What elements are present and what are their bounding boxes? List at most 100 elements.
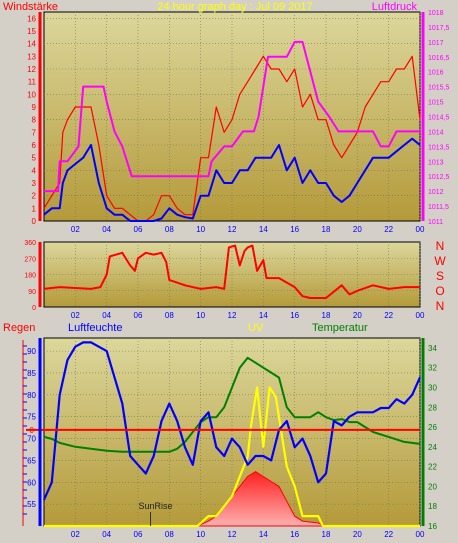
humidity-tick-label: 85 <box>27 369 36 378</box>
chart-title: 24 hour graph day : Jul 09 2017 <box>157 1 312 13</box>
temperature-tick-label: 34 <box>428 344 437 353</box>
temperature-tick-label: 26 <box>428 423 437 432</box>
wind-series-group <box>43 40 421 222</box>
direction-tick-label: 270 <box>24 256 36 263</box>
wind-tick-label: 8 <box>32 116 37 125</box>
climate-grid <box>44 338 421 526</box>
wind-tick-label: 0 <box>32 217 37 226</box>
temperature-tick-label: 16 <box>428 522 437 531</box>
x-tick-label: 18 <box>322 311 331 320</box>
x-tick-label: 10 <box>196 225 205 234</box>
temperature-tick-label: 22 <box>428 463 437 472</box>
climate-panel: 55 60 65 70 75 80 85 90 16 18 20 22 24 26 28 30 32 34 0 Re… <box>3 322 437 531</box>
x-tick-label: 02 <box>71 530 80 539</box>
x-tick-label: 22 <box>384 225 393 234</box>
wind-tick-label: 11 <box>28 78 37 87</box>
pressure-tick-label: 1012,5 <box>428 174 450 181</box>
temperature-tick-label: 20 <box>428 482 437 491</box>
wind-tick-label: 3 <box>32 179 37 188</box>
x-tick-label: 22 <box>384 530 393 539</box>
uv-label: UV <box>248 322 264 334</box>
wind-grid <box>44 12 421 221</box>
x-tick-label: 10 <box>196 311 205 320</box>
wind-tick-label: 7 <box>32 128 37 137</box>
pressure-tick-label: 1011,5 <box>428 204 449 211</box>
x-tick-label: 00 <box>416 311 425 320</box>
pressure-tick-label: 1012 <box>428 189 444 196</box>
humidity-line <box>42 341 422 501</box>
pressure-axis-label: Luftdruck <box>372 1 418 13</box>
wind-tick-label: 6 <box>32 141 37 150</box>
pressure-tick-label: 1014 <box>428 129 444 136</box>
compass-label: S <box>436 269 444 283</box>
wind-axes <box>38 12 425 221</box>
pressure-tick-label: 1017,5 <box>428 25 450 32</box>
humidity-tick-label: 75 <box>27 413 36 422</box>
x-tick-label: 04 <box>102 311 111 320</box>
x-tick-label: 08 <box>165 530 174 539</box>
temperature-tick-label: 24 <box>428 443 437 452</box>
temperature-tick-label: 18 <box>428 502 437 511</box>
humidity-tick-label: 70 <box>27 435 36 444</box>
climate-ticks: 55 60 65 70 75 80 85 90 16 18 20 22 24 26 28 30 32 34 0 <box>23 344 437 531</box>
wind-axis-label: Windstärke <box>3 1 58 13</box>
pressure-tick-label: 1013,5 <box>428 144 450 151</box>
wind-tick-label: 1 <box>32 204 37 213</box>
x-tick-label: 14 <box>259 225 268 234</box>
temperature-line <box>43 356 421 453</box>
x-tick-label: 08 <box>165 225 174 234</box>
compass-label: N <box>436 299 445 313</box>
wind-tick-label: 14 <box>27 40 36 49</box>
x-tick-label: 18 <box>322 225 331 234</box>
x-tick-label: 02 <box>71 311 80 320</box>
compass-label: O <box>435 284 444 298</box>
pressure-tick-label: 1014,5 <box>428 115 450 122</box>
rain-label: Regen <box>3 322 35 334</box>
direction-tick-label: 90 <box>28 289 36 296</box>
humidity-tick-label: 90 <box>27 347 36 356</box>
direction-tick-label: 0 <box>32 305 36 312</box>
climate-series-group <box>26 341 422 528</box>
x-tick-label: 22 <box>384 311 393 320</box>
x-tick-label: 00 <box>416 225 425 234</box>
x-axis-ticks: 02 04 06 08 10 12 14 16 18 20 22 00 02 04 06 08 10 12 14 16… <box>71 225 425 539</box>
temperature-tick-label: 32 <box>428 364 437 373</box>
pressure-tick-label: 1011 <box>428 219 443 226</box>
wind-average-line <box>43 137 421 222</box>
x-tick-label: 16 <box>290 225 299 234</box>
x-tick-label: 12 <box>228 311 237 320</box>
pressure-tick-label: 1015 <box>428 100 444 107</box>
x-tick-label: 12 <box>228 530 237 539</box>
humidity-tick-label: 60 <box>27 478 36 487</box>
direction-tick-label: 180 <box>24 273 36 280</box>
humidity-tick-label: 80 <box>27 391 36 400</box>
x-tick-label: 04 <box>102 530 111 539</box>
x-tick-label: 06 <box>134 225 143 234</box>
wind-tick-label: 9 <box>32 103 37 112</box>
temperature-tick-label: 30 <box>428 383 437 392</box>
wind-tick-label: 4 <box>32 166 37 175</box>
direction-tick-label: 360 <box>24 240 36 247</box>
direction-grid <box>44 242 421 307</box>
uv-line <box>44 386 420 528</box>
wind-direction-line <box>43 244 420 299</box>
x-tick-label: 10 <box>196 530 205 539</box>
rain-tick-label: 0 <box>30 426 35 435</box>
wind-tick-label: 5 <box>32 154 37 163</box>
pressure-tick-label: 1015,5 <box>428 85 450 92</box>
wind-tick-label: 2 <box>32 192 37 201</box>
pressure-tick-label: 1017 <box>428 40 444 47</box>
x-tick-label: 00 <box>416 530 425 539</box>
x-tick-label: 20 <box>353 530 362 539</box>
x-tick-label: 04 <box>102 225 111 234</box>
x-tick-label: 16 <box>290 530 299 539</box>
humidity-tick-label: 65 <box>27 456 36 465</box>
pressure-tick-label: 1013 <box>428 159 444 166</box>
x-tick-label: 20 <box>353 225 362 234</box>
x-tick-label: 20 <box>353 311 362 320</box>
x-tick-label: 06 <box>134 530 143 539</box>
